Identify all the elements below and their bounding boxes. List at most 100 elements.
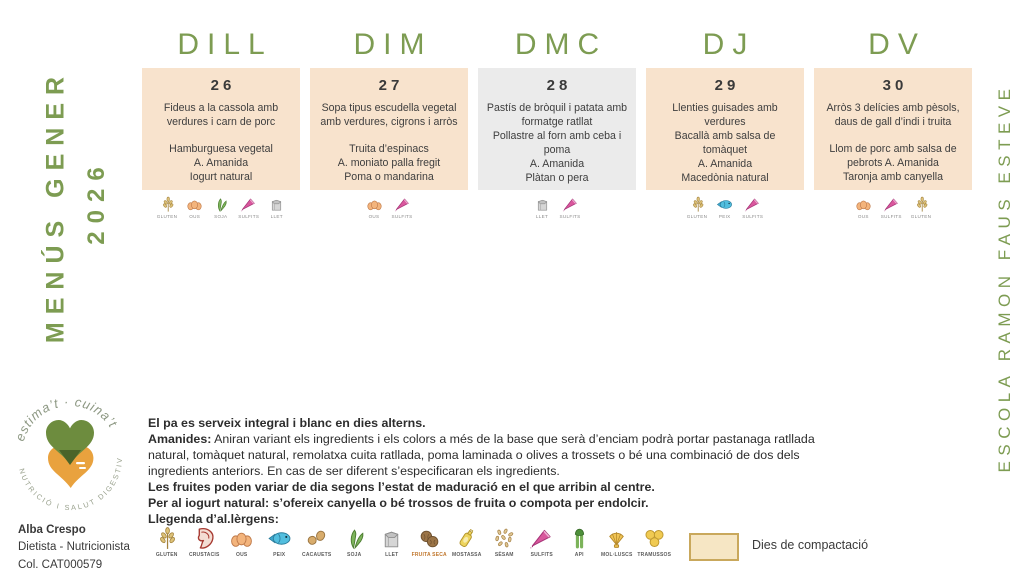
day-allergens: GLUTEN OUS SOJA SULFITS LLET [142, 196, 300, 226]
sulfits-icon [240, 196, 257, 213]
ous-icon [186, 196, 203, 213]
allergen-sulfits: SULFITS [560, 196, 581, 219]
legend-label: FRUITA SECA [411, 552, 447, 558]
allergen-llet: LLET [268, 196, 285, 219]
note-bold-text: Les fruites poden variar de dia segons l… [148, 480, 655, 494]
note-line: Per al iogurt natural: s’ofereix canyell… [148, 495, 840, 511]
allergen-sulfits: SULFITS [881, 196, 902, 219]
allergen-sulfits: SULFITS [742, 196, 763, 219]
menu-spacer [148, 129, 294, 142]
menu-item: A. Amanida [697, 158, 753, 171]
compaction-label: Dies de compactació [752, 538, 869, 552]
allergen-label: GLUTEN [686, 214, 708, 219]
legend-item-soja: SOJA [336, 526, 374, 558]
menu-item: amb verdures, cigrons i arròs [320, 116, 458, 129]
dietitian-license: Col. CAT000579 [18, 558, 103, 571]
menu-item: formatge ratllat [521, 116, 593, 129]
gluten-icon [913, 196, 930, 213]
day-date: 30 [882, 77, 908, 94]
menu-item: Llom de porc amb salsa de [829, 143, 957, 156]
menu-item: verdures i carn de porc [166, 116, 276, 129]
legend-item-sesam: SÈSAM [486, 526, 524, 558]
ous-icon [366, 196, 383, 213]
llet-icon [379, 526, 404, 551]
menu-item: Fideus a la cassola amb [163, 102, 279, 114]
estimat-cuinat-logo: estima’t · cuina’t NUTRICIÓ I SALUT DIGE… [4, 388, 122, 512]
api-icon [567, 526, 592, 551]
legend-item-gluten: GLUTEN [148, 526, 186, 558]
legend-item-sulfits: SULFITS [523, 526, 561, 558]
legend-items: GLUTEN CRUSTACIS OUS PEIX CACAUETS SOJA … [148, 526, 673, 558]
dietitian-name: Alba Crespo [18, 524, 86, 536]
menu-item: poma [543, 144, 571, 157]
menu-item: Pastís de bròquil i patata amb [486, 102, 628, 114]
legend-item-crustacis: CRUSTACIS [186, 526, 224, 558]
day-date: 28 [546, 77, 572, 94]
day-name: DIM [353, 28, 433, 61]
gluten-icon [159, 196, 176, 213]
legend-label: OUS [236, 552, 248, 558]
day-name: DV [868, 28, 926, 61]
day-date: 27 [378, 77, 404, 94]
gluten-icon [689, 196, 706, 213]
note-text: Aniran variant els ingredients i els col… [148, 432, 815, 478]
allergen-label: GLUTEN [910, 214, 932, 219]
mol-luscs-icon [604, 526, 629, 551]
legend-label: MOL·LUSCS [600, 552, 633, 558]
sulfits-icon [883, 196, 900, 213]
legend-item-cacauets: CACAUETS [298, 526, 336, 558]
crustacis-icon [192, 526, 217, 551]
menu-item: A. moniato palla fregit [337, 157, 441, 170]
menu-year-title: 2026 [83, 159, 110, 245]
menu-item: verdures [704, 116, 746, 129]
dietitian-info: Alba Crespo Dietista - Nutricionista Col… [18, 522, 130, 574]
allergen-label: OUS [857, 214, 869, 219]
menu-item: A. Amanida [193, 157, 249, 170]
day-card: 30 Arròs 3 delícies amb pèsols, daus de g… [814, 68, 972, 190]
note-bold-text: Amanides: [148, 432, 212, 446]
day-column-dv: DV 30 Arròs 3 delícies amb pèsols, daus d… [814, 22, 972, 226]
legend-label: GLUTEN [155, 552, 178, 558]
day-column-dj: DJ 29 Llenties guisades amb verdures Bacal… [646, 22, 804, 226]
sulfits-icon [529, 526, 554, 551]
menu-item: Bacallà amb salsa de [674, 130, 776, 143]
allergen-label: OUS [189, 214, 201, 219]
peix-icon [267, 526, 292, 551]
day-date: 26 [210, 77, 236, 94]
day-column-dmc: DMC 28 Pastís de bròquil i patata amb for… [478, 22, 636, 226]
allergen-ous: OUS [186, 196, 203, 219]
legend-item-peix: PEIX [261, 526, 299, 558]
allergen-label: LLET [535, 214, 549, 219]
soja-icon [212, 196, 229, 213]
notes-block: El pa es serveix integral i blanc en die… [148, 415, 840, 527]
allergen-label: LLET [270, 214, 283, 219]
sesam-icon [492, 526, 517, 551]
day-column-dill: DILL 26 Fideus a la cassola amb verdures … [142, 22, 300, 226]
menu-item: Poma o mandarina [344, 171, 434, 184]
menu-item: Hamburguesa vegetal [169, 143, 273, 156]
day-allergens: LLET SULFITS [478, 196, 636, 226]
allergen-sulfits: SULFITS [238, 196, 259, 219]
allergen-label: OUS [368, 214, 380, 219]
legend-item-mostassa: MOSTASSA [448, 526, 486, 558]
note-line: El pa es serveix integral i blanc en die… [148, 415, 840, 431]
allergen-sulfits: SULFITS [392, 196, 413, 219]
legend-label: LLET [385, 552, 399, 558]
allergen-label: SULFITS [880, 214, 902, 219]
allergen-ous: OUS [855, 196, 872, 219]
menu-item: pebrots A. Amanida [847, 157, 939, 170]
day-card: 29 Llenties guisades amb verdures Bacallà … [646, 68, 804, 190]
note-line: Les fruites poden variar de dia segons l… [148, 479, 840, 495]
allergen-label: PEIX [718, 214, 731, 219]
allergen-gluten: GLUTEN [687, 196, 707, 219]
day-card: 27 Sopa tipus escudella vegetal amb verdu… [310, 68, 468, 190]
legend-item-mol-luscs: MOL·LUSCS [598, 526, 636, 558]
menu-item: daus de gall d’indi i truita [834, 116, 952, 129]
legend-label: MOSTASSA [451, 552, 482, 558]
legend-item-ous: OUS [223, 526, 261, 558]
compaction-day-swatch [689, 533, 739, 561]
legend-label: CACAUETS [302, 552, 332, 558]
note-line: Llegenda d’al.lèrgens: [148, 511, 840, 527]
day-card: 26 Fideus a la cassola amb verdures i car… [142, 68, 300, 190]
menu-item: Macedònia natural [681, 172, 769, 185]
